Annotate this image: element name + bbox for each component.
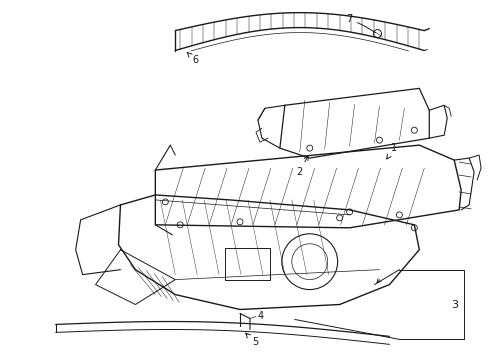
Text: 2: 2 [296,156,308,177]
Text: 1: 1 [387,143,397,159]
Text: 5: 5 [246,333,258,347]
Text: 6: 6 [187,52,198,66]
Text: 7: 7 [346,14,353,24]
Text: 3: 3 [451,300,458,310]
Bar [225,248,270,280]
Text: 4: 4 [258,311,264,321]
